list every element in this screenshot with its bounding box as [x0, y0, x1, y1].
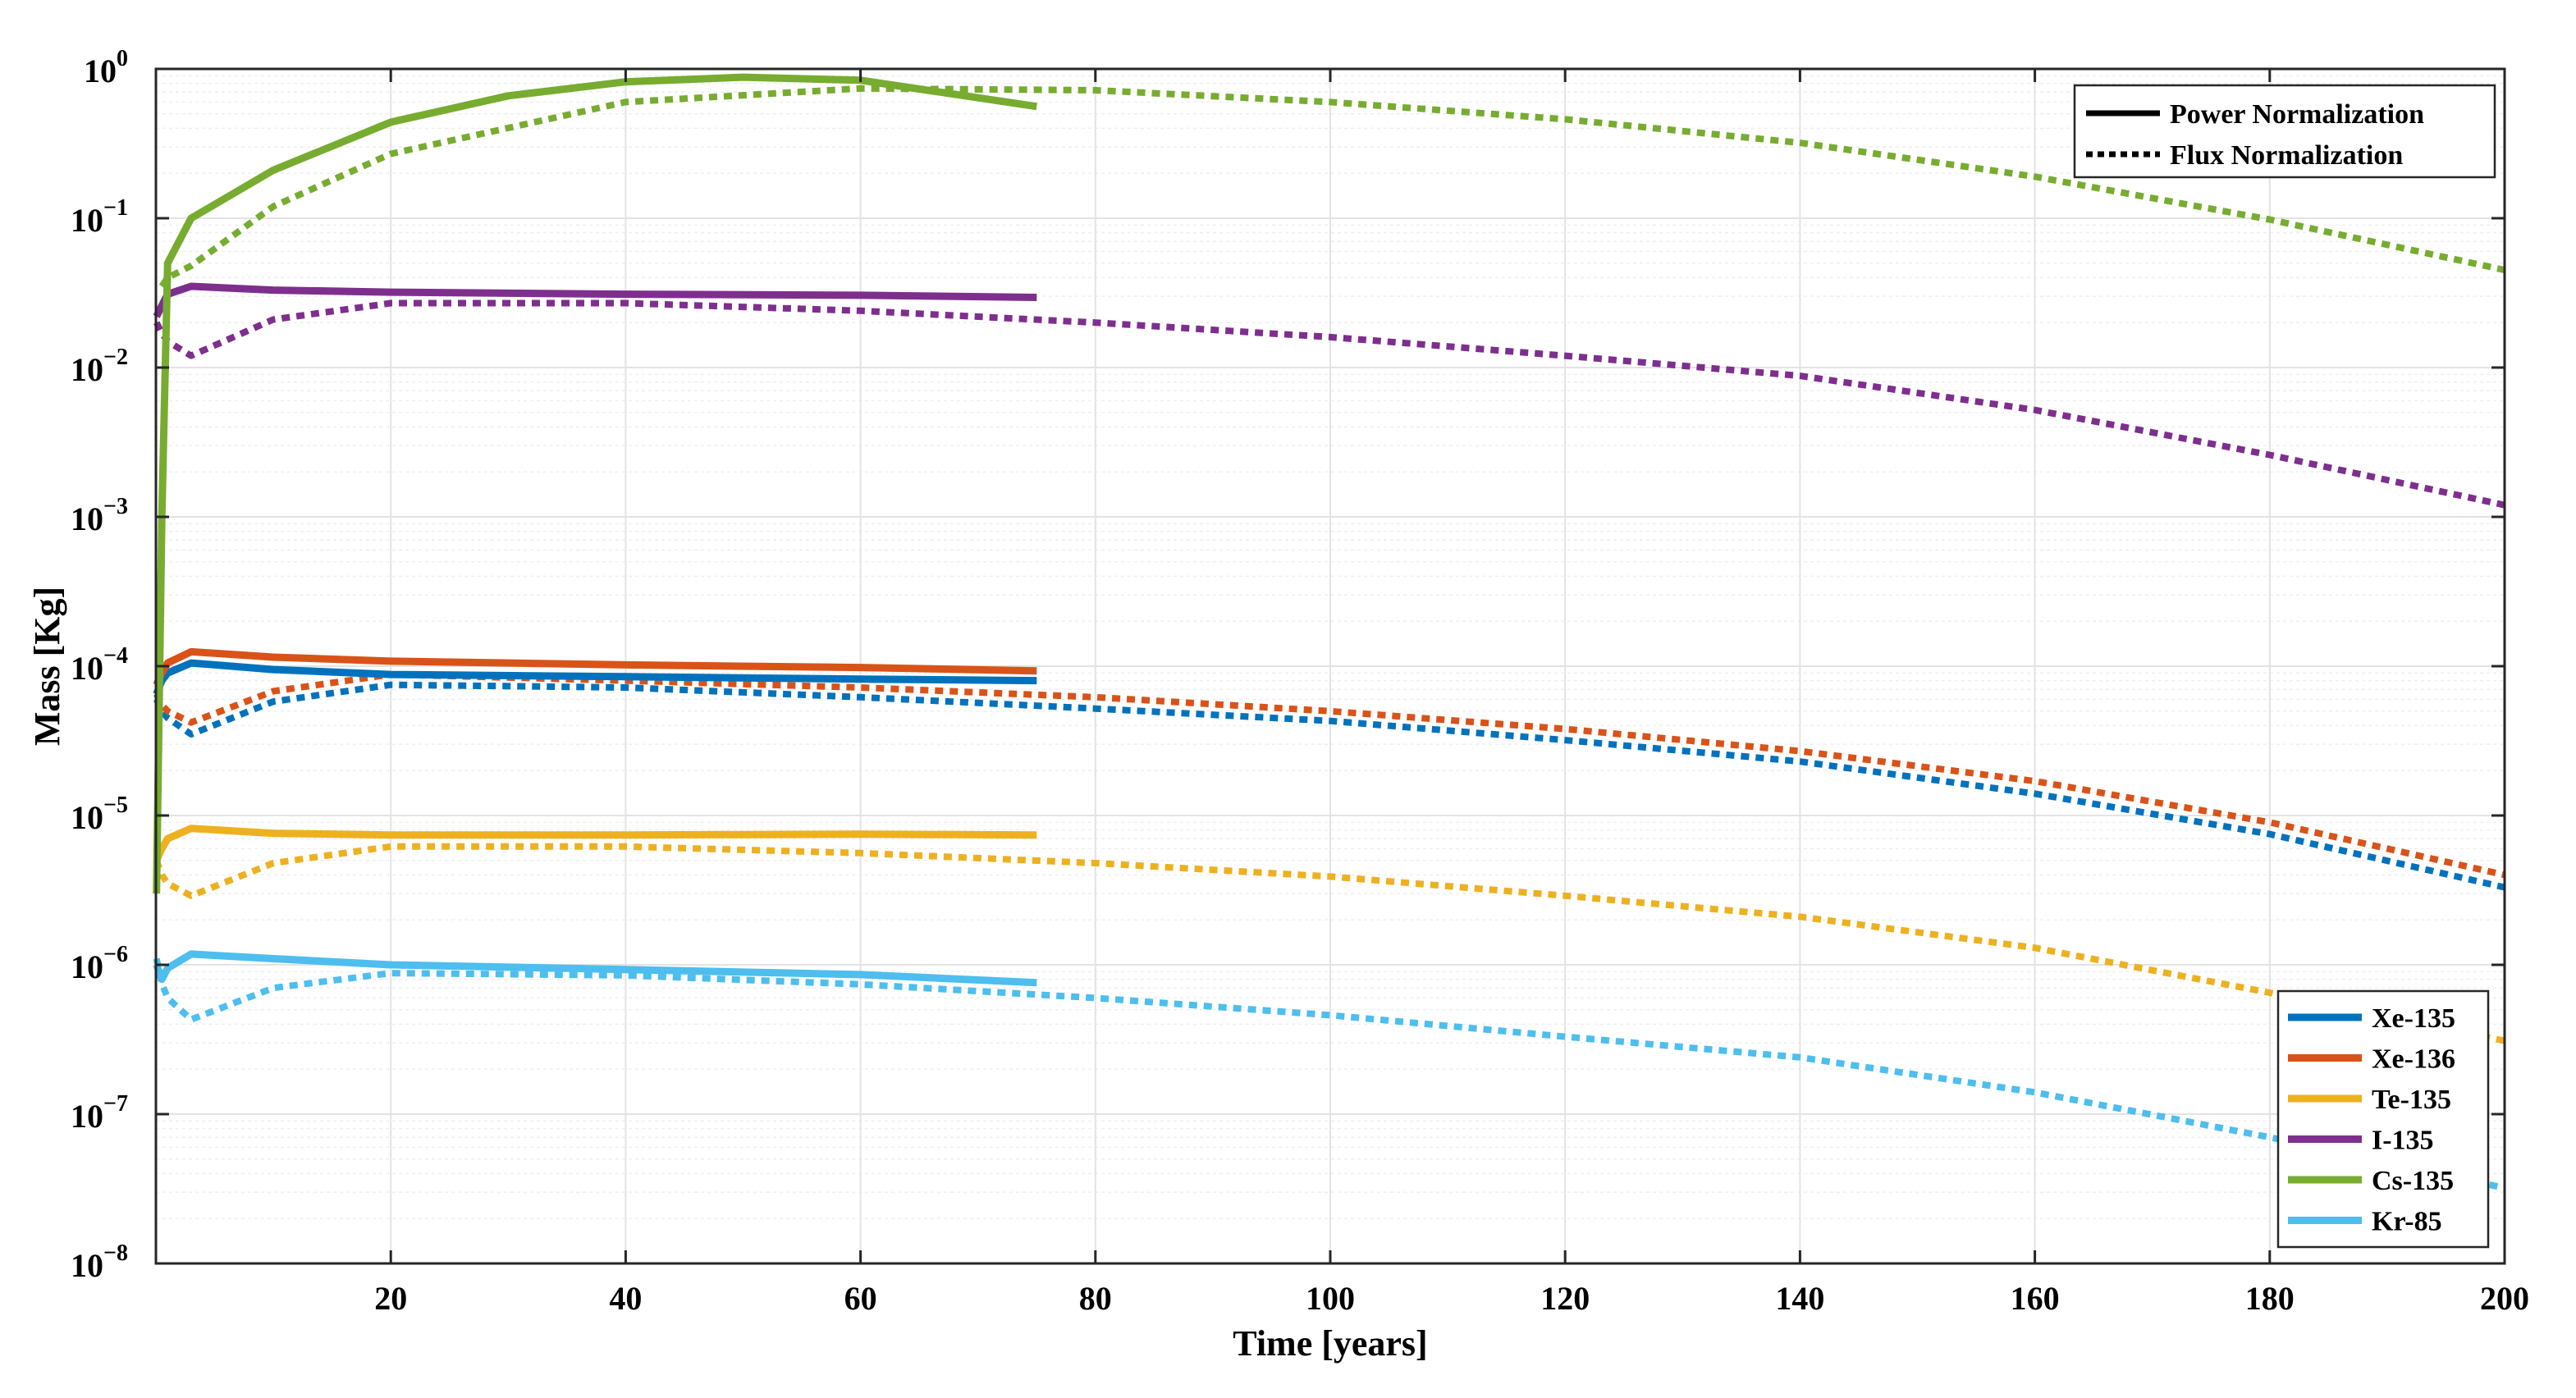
y-tick-label: 10−6 — [71, 942, 128, 985]
y-tick-label: 10−4 — [71, 643, 128, 687]
x-tick-label: 40 — [609, 1280, 642, 1317]
series-line-i-135-flux — [153, 299, 2505, 509]
x-tick-label: 200 — [2480, 1280, 2529, 1317]
series-line-te-135-power — [153, 825, 1037, 862]
legend-label-te-135: Te-135 — [2372, 1085, 2451, 1115]
isotope-legend-box — [2276, 989, 2490, 1249]
x-tick-label: 100 — [1306, 1280, 1355, 1317]
y-tick-label: 100 — [84, 46, 128, 89]
series-line-xe-135-flux — [153, 681, 2505, 891]
y-tick-label: 10−1 — [71, 195, 128, 239]
series-line-te-135-flux — [153, 843, 2505, 1044]
x-tick-label: 120 — [1540, 1280, 1590, 1317]
normalization-legend: Power Normalization Flux Normalization — [2073, 84, 2496, 179]
y-tick-label: 10−3 — [71, 494, 128, 537]
series-line-cs-135-flux — [158, 85, 2505, 289]
y-tick-label: 10−2 — [71, 345, 128, 388]
ticks-layer: 10−8 10−7 10−6 10−5 10−4 10−3 10−2 10−1 100 20 40 6… — [71, 46, 2529, 1317]
legend-label-kr-85: Kr-85 — [2372, 1207, 2442, 1237]
x-tick-label: 80 — [1079, 1280, 1112, 1317]
legend-label-dotted: Flux Normalization — [2170, 140, 2403, 171]
x-tick-label: 160 — [2011, 1280, 2060, 1317]
legend-label-cs-135: Cs-135 — [2372, 1166, 2454, 1196]
legend-label-xe-136: Xe-136 — [2372, 1044, 2455, 1075]
y-axis-label: Mass [Kg] — [27, 587, 67, 746]
series-layer — [153, 73, 2505, 1192]
x-tick-label: 20 — [374, 1280, 407, 1317]
grid-layer — [156, 68, 2505, 1264]
series-line-cs-135-power — [153, 73, 1037, 894]
series-line-kr-85-power — [153, 950, 1037, 987]
series-line-xe-136-flux — [153, 671, 2505, 879]
isotope-legend: Xe-135 Xe-136 Te-135 I-135 Cs-135 Kr-85 — [2276, 989, 2490, 1249]
legend-label-xe-135: Xe-135 — [2372, 1003, 2455, 1034]
y-tick-label: 10−8 — [71, 1240, 128, 1284]
series-line-xe-135-power — [153, 659, 1037, 696]
series-line-kr-85-flux — [153, 957, 2505, 1192]
x-tick-label: 140 — [1775, 1280, 1824, 1317]
y-tick-label: 10−7 — [71, 1091, 128, 1135]
normalization-legend-box — [2073, 84, 2496, 179]
legend-label-solid: Power Normalization — [2170, 99, 2424, 130]
x-axis-label: Time [years] — [1233, 1323, 1427, 1364]
x-tick-label: 180 — [2245, 1280, 2295, 1317]
y-tick-label: 10−5 — [71, 793, 128, 836]
x-tick-label: 60 — [844, 1280, 877, 1317]
legend-label-i-135: I-135 — [2372, 1126, 2434, 1156]
series-line-xe-136-power — [153, 647, 1037, 687]
